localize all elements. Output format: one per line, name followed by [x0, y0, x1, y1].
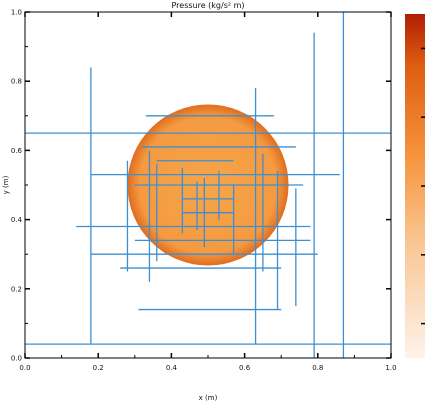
x-axis-label: x (m) [199, 394, 218, 402]
y-tick-label: 1.0 [11, 9, 22, 17]
x-tick-label: 1.0 [385, 364, 396, 372]
colorbar [405, 14, 425, 358]
x-tick-label: 0.2 [93, 364, 104, 372]
axis-ticks: 0.00.0 0.2 0.2 0.4 0.4 0.6 0.6 0.8 0.8 1.0 1.0 [11, 9, 397, 373]
y-tick-label: 0.6 [11, 147, 23, 155]
x-tick-label: 0.4 [166, 364, 178, 372]
y-axis-label: y (m) [2, 175, 10, 194]
y-tick-label: 0.4 [11, 216, 23, 224]
x-tick-label: 0.0 [19, 364, 30, 372]
y-tick-label: 0.8 [11, 78, 22, 86]
x-tick-label: 0.8 [312, 364, 323, 372]
y-tick-label: 0.0 [11, 355, 22, 363]
chart-title: Pressure (kg/s² m) [171, 1, 244, 10]
colorbar-ticks [421, 47, 425, 325]
x-tick-label: 0.6 [239, 364, 251, 372]
mesh-lines [25, 12, 391, 358]
y-tick-label: 0.2 [11, 285, 22, 293]
